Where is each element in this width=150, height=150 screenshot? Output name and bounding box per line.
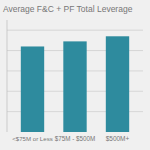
chart-container: <$75M or Less$75M - $500M $500M+ Average F…: [0, 0, 150, 150]
bars: [21, 36, 129, 132]
background: [0, 0, 150, 150]
bar: [106, 36, 129, 132]
y-axis-line: [7, 20, 8, 132]
x-tick-label: $75M - $500M: [55, 135, 95, 142]
chart: <$75M or Less$75M - $500M $500M+ Average F…: [0, 0, 150, 150]
grid-line: [7, 30, 143, 31]
bar: [21, 46, 44, 132]
bar: [63, 41, 86, 132]
x-tick-label: <$75M or Less: [12, 135, 52, 142]
x-tick-label: $500M+: [106, 135, 130, 142]
title: Average F&C + PF Total Leverage: [3, 4, 133, 14]
